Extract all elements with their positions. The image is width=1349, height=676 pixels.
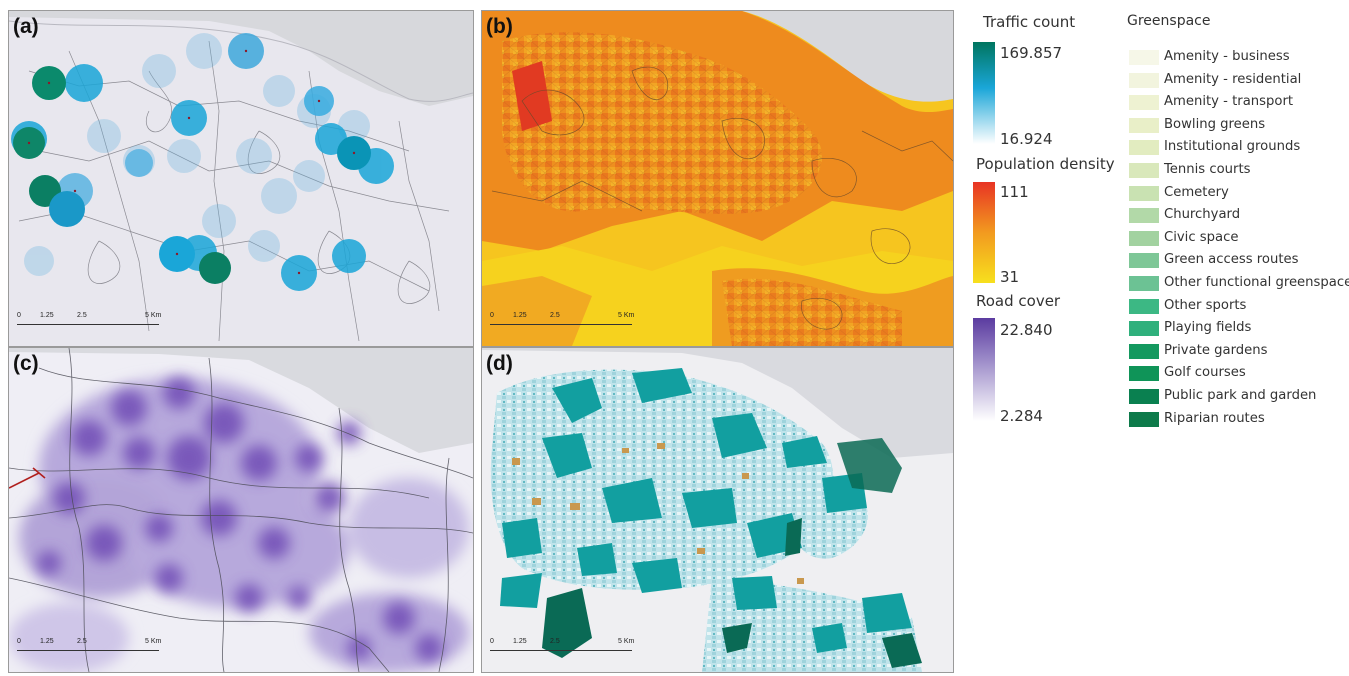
traffic-max-value: 169.857 — [1000, 44, 1063, 62]
scale-tick: 1.25 — [513, 312, 527, 319]
scale-tick: 1.25 — [40, 312, 54, 319]
scale-tick: 0 — [490, 312, 494, 319]
scale-tick: 1.25 — [40, 638, 54, 645]
scale-bar: 0 1.25 2.5 5 Km — [490, 638, 650, 658]
legend-swatch — [1129, 343, 1159, 359]
scale-tick: 1.25 — [513, 638, 527, 645]
legend-label: Cemetery — [1164, 184, 1229, 200]
legend-label: Churchyard — [1164, 207, 1241, 223]
scale-tick: 2.5 — [550, 312, 560, 319]
traffic-min-value: 16.924 — [1000, 130, 1053, 148]
scale-tick: 2.5 — [77, 312, 87, 319]
road-color-ramp — [973, 318, 995, 421]
legend-swatch — [1129, 140, 1159, 156]
scale-tick: 5 Km — [618, 312, 635, 319]
scale-tick: 2.5 — [77, 638, 87, 645]
road-min-value: 2.284 — [1000, 407, 1043, 425]
legend-swatch — [1129, 253, 1159, 269]
scale-tick: 0 — [490, 638, 494, 645]
legend-swatch — [1129, 298, 1159, 314]
legend-label: Bowling greens — [1164, 116, 1266, 132]
legend-swatch — [1129, 50, 1159, 65]
scale-bar: 0 1.25 2.5 5 Km — [17, 638, 177, 658]
panel-label: (d) — [486, 352, 513, 375]
legend-label: Private gardens — [1164, 342, 1268, 358]
road-legend-title: Road cover — [976, 292, 1061, 310]
legend-swatch — [1129, 95, 1159, 111]
map-panel-d: (d) 0 1.25 2.5 5 Km — [481, 347, 954, 673]
panel-label: (b) — [486, 15, 513, 38]
legend-label: Amenity - business — [1164, 49, 1290, 64]
legend-label: Riparian routes — [1164, 410, 1265, 426]
legend-swatch — [1129, 366, 1159, 382]
legend-swatch — [1129, 117, 1159, 133]
population-map — [482, 11, 953, 346]
legend-label: Amenity - transport — [1164, 94, 1294, 110]
legend-label: Public park and garden — [1164, 388, 1317, 403]
legend-label: Tennis courts — [1164, 162, 1251, 177]
map-panel-b: (b) 0 1.25 2.5 5 Km — [481, 10, 954, 347]
legend-label: Other sports — [1164, 297, 1247, 313]
legend-label: Green access routes — [1164, 252, 1299, 268]
scale-tick: 0 — [17, 312, 21, 319]
scale-bar: 0 1.25 2.5 5 Km — [17, 312, 177, 332]
panel-label: (a) — [13, 15, 39, 38]
greenspace-map — [482, 348, 953, 672]
scale-tick: 2.5 — [550, 638, 560, 645]
population-min-value: 31 — [1000, 268, 1020, 286]
legend-label: Other functional greenspace — [1164, 275, 1349, 290]
population-legend-title: Population density — [976, 155, 1115, 173]
greenspace-legend-title: Greenspace — [1127, 13, 1211, 29]
scale-tick: 5 Km — [145, 312, 162, 319]
legend-swatch — [1129, 321, 1159, 337]
legend-swatch — [1129, 389, 1159, 404]
legend-swatch — [1129, 230, 1159, 246]
road-max-value: 22.840 — [1000, 321, 1053, 339]
legend-swatch — [1129, 276, 1159, 291]
population-color-ramp — [973, 182, 995, 283]
legend-swatch — [1129, 185, 1159, 201]
legend-swatch — [1129, 208, 1159, 224]
map-panel-c: (c) 0 1.25 2.5 5 Km — [8, 347, 474, 673]
scale-bar: 0 1.25 2.5 5 Km — [490, 312, 650, 332]
scale-tick: 0 — [17, 638, 21, 645]
legend-label: Civic space — [1164, 229, 1239, 245]
population-max-value: 111 — [1000, 183, 1029, 201]
legend-label: Amenity - residential — [1164, 71, 1302, 87]
scale-tick: 5 Km — [618, 638, 635, 645]
road-cover-map — [9, 348, 473, 672]
legend-swatch — [1129, 411, 1159, 427]
legend-swatch — [1129, 163, 1159, 178]
legend-swatch — [1129, 72, 1159, 88]
traffic-map — [9, 11, 473, 346]
map-panel-a: (a) 0 1.25 2.5 5 Km — [8, 10, 474, 347]
legend-label: Golf courses — [1164, 365, 1246, 381]
scale-tick: 5 Km — [145, 638, 162, 645]
traffic-color-ramp — [973, 42, 995, 144]
panel-label: (c) — [13, 352, 39, 375]
traffic-legend-title: Traffic count — [983, 13, 1076, 31]
legend-label: Institutional grounds — [1164, 139, 1301, 155]
legend-label: Playing fields — [1164, 320, 1252, 336]
